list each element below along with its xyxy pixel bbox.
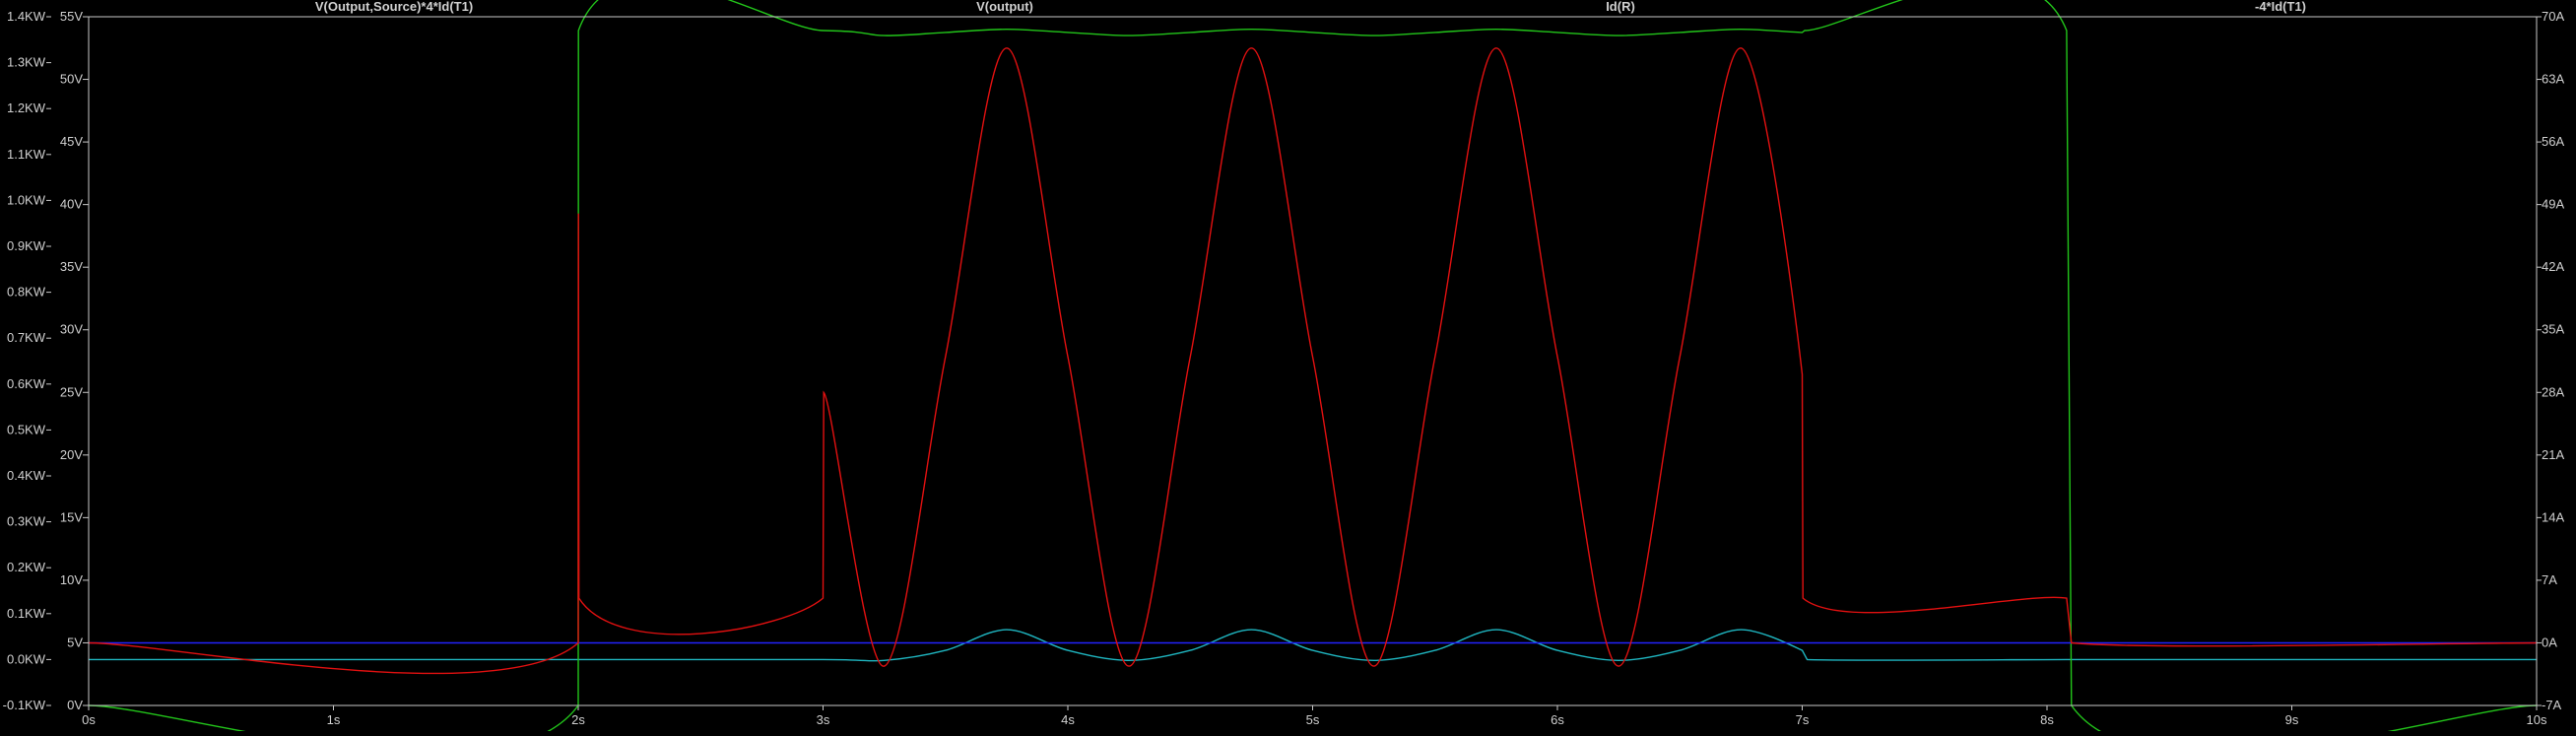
power_left-tick-label: 0.9KW — [7, 238, 46, 253]
legend: V(Output,Source)*4*Id(T1) V(output) Id(R) -… — [315, 0, 2306, 14]
power_left-tick-label: 0.1KW — [7, 606, 46, 621]
voltage_left-tick-label: 30V — [60, 322, 83, 337]
power_left-tick-label: 0.3KW — [7, 514, 46, 529]
power_left-tick-label: 0.2KW — [7, 560, 46, 574]
power_left-tick-label: -0.1KW — [3, 698, 46, 712]
series-line-4[interactable] — [88, 47, 2538, 675]
power_left-tick-label: 0.5KW — [7, 422, 46, 436]
voltage_left-tick-label: 50V — [60, 72, 83, 87]
power_left-tick-label: 1.3KW — [7, 55, 46, 70]
power_left-tick-label: 0.7KW — [7, 330, 46, 345]
voltage_left-tick-label: 0V — [67, 698, 83, 712]
voltage_left-tick-label: 25V — [60, 384, 83, 399]
x-tick-label: 10s — [2527, 712, 2547, 727]
x-tick-label: 9s — [2285, 712, 2299, 727]
x-tick-label: 8s — [2040, 712, 2054, 727]
voltage_left-tick-label: 10V — [60, 572, 83, 587]
power_left-tick-label: 0.0KW — [7, 651, 46, 666]
power_left-tick-label: 1.2KW — [7, 100, 46, 115]
legend-entry-4[interactable]: -4*Id(T1) — [2255, 0, 2306, 14]
current_right-tick-label: -7A — [2542, 698, 2562, 712]
current_right-tick-label: 0A — [2542, 635, 2557, 649]
current_right-tick-label: 49A — [2542, 197, 2564, 212]
legend-entry-1[interactable]: V(Output,Source)*4*Id(T1) — [315, 0, 473, 14]
power_left-tick-label: 0.4KW — [7, 468, 46, 483]
voltage_left-tick-label: 5V — [67, 635, 83, 649]
current_right-tick-label: 28A — [2542, 384, 2564, 399]
x-tick-label: 2s — [571, 712, 585, 727]
power_left-tick-label: 1.0KW — [7, 192, 46, 207]
series-line-2[interactable] — [88, 0, 2538, 736]
voltage_left-tick-label: 45V — [60, 134, 83, 149]
legend-entry-2[interactable]: V(output) — [976, 0, 1033, 14]
voltage_left-tick-label: 35V — [60, 259, 83, 274]
current_right-tick-label: 7A — [2542, 572, 2557, 587]
x-tick-label: 7s — [1796, 712, 1810, 727]
x-tick-label: 6s — [1551, 712, 1564, 727]
series-line-1[interactable] — [89, 629, 2537, 662]
power_left-tick-label: 1.4KW — [7, 9, 46, 24]
current_right-tick-label: 14A — [2542, 509, 2564, 524]
axes: 0s 1s 2s 3s 4s 5s 6s 7s 8s 9s 10s 1.4KW 1.3KW 1.2KW 1.… — [3, 9, 2565, 727]
current_right-tick-label: 63A — [2542, 72, 2564, 87]
voltage_left-tick-label: 40V — [60, 197, 83, 212]
voltage_left-tick-label: 20V — [60, 447, 83, 462]
current_right-tick-label: 42A — [2542, 259, 2564, 274]
x-tick-label: 5s — [1306, 712, 1320, 727]
power_left-tick-label: 0.8KW — [7, 285, 46, 300]
x-tick-label: 0s — [82, 712, 96, 727]
current_right-tick-label: 21A — [2542, 447, 2564, 462]
series-layer[interactable] — [88, 0, 2538, 736]
voltage_left-tick-label: 15V — [60, 509, 83, 524]
power_left-tick-label: 0.6KW — [7, 376, 46, 391]
legend-entry-3[interactable]: Id(R) — [1606, 0, 1635, 14]
plot-frame — [88, 16, 2538, 706]
x-tick-label: 3s — [817, 712, 830, 727]
current_right-tick-label: 35A — [2542, 322, 2564, 337]
x-tick-label: 4s — [1061, 712, 1075, 727]
voltage_left-tick-label: 55V — [60, 9, 83, 24]
current_right-tick-label: 56A — [2542, 134, 2564, 149]
current_right-tick-label: 70A — [2542, 9, 2564, 24]
x-tick-label: 1s — [327, 712, 341, 727]
power_left-tick-label: 1.1KW — [7, 147, 46, 162]
